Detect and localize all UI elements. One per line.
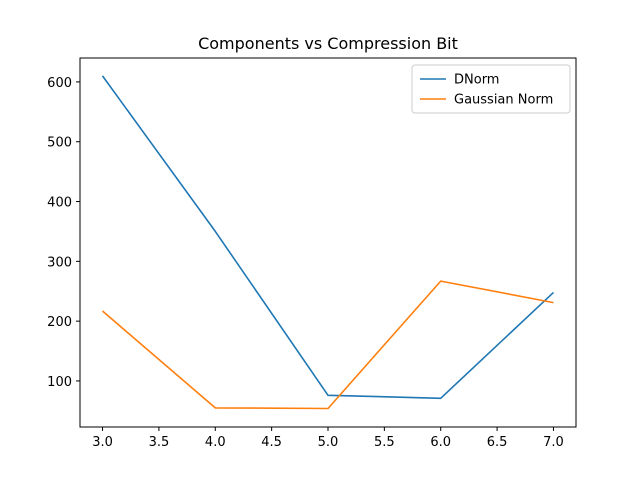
x-tick-label: 5.0 — [318, 435, 339, 450]
legend-label-0: DNorm — [454, 73, 499, 88]
x-tick-label: 4.5 — [261, 435, 282, 450]
series-line-0 — [101, 75, 555, 400]
legend-box — [411, 64, 571, 114]
chart-title: Components vs Compression Bit — [198, 34, 458, 53]
y-tick-label: 500 — [47, 136, 72, 151]
y-tick-label: 100 — [47, 375, 72, 390]
series-layer — [101, 75, 555, 410]
x-tick-label: 4.0 — [205, 435, 226, 450]
x-tick-label: 5.5 — [374, 435, 395, 450]
y-axis: 100 200 300 400 500 600 — [47, 76, 80, 390]
y-tick-label: 300 — [47, 255, 72, 270]
x-tick-label: 3.0 — [92, 435, 113, 450]
y-tick-label: 400 — [47, 196, 72, 211]
legend: DNorm Gaussian Norm — [411, 64, 571, 114]
y-tick-label: 200 — [47, 315, 72, 330]
x-tick-label: 3.5 — [149, 435, 170, 450]
y-tick-label: 600 — [47, 76, 72, 91]
series-line-1 — [101, 280, 554, 410]
legend-label-1: Gaussian Norm — [454, 93, 553, 108]
x-tick-label: 6.5 — [487, 435, 508, 450]
x-tick-label: 6.0 — [430, 435, 451, 450]
x-axis: 3.0 3.5 4.0 4.5 5.0 5.5 6.0 6.5 7.0 — [92, 427, 564, 450]
x-tick-label: 7.0 — [543, 435, 564, 450]
